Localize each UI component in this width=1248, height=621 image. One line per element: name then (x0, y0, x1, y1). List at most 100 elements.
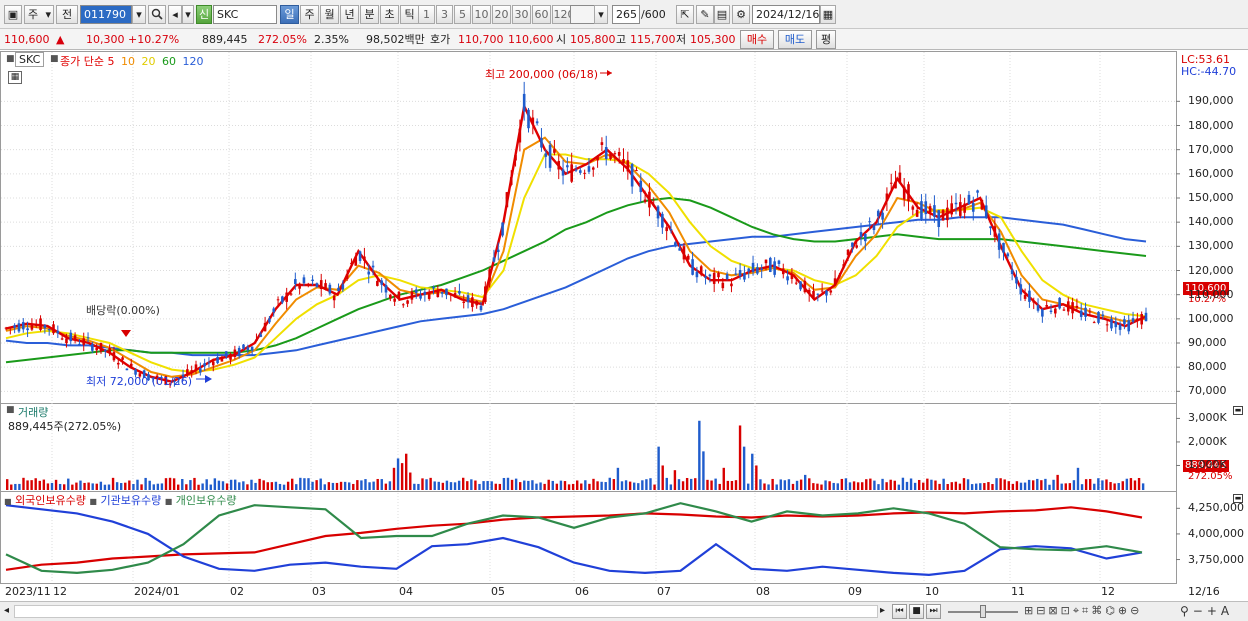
candle-body (1023, 294, 1027, 299)
candle-body (881, 212, 884, 220)
candle-body (954, 202, 958, 205)
candle-body (540, 138, 543, 148)
holding-close-icon[interactable]: ▬ (1233, 494, 1243, 503)
candle-body (669, 229, 673, 231)
period-tab-2[interactable]: 월 (320, 5, 339, 24)
save-icon[interactable]: ▤ (714, 5, 730, 24)
gear-icon[interactable]: ⚙ (732, 5, 750, 24)
volume-bar (885, 482, 888, 490)
zoom-controls-icons[interactable]: ⚲−+A (1180, 604, 1234, 618)
candle-body (807, 289, 811, 294)
volume-bar (42, 479, 46, 490)
period-dropdown[interactable]: 주 ▾ (24, 5, 54, 24)
interval-button-20[interactable]: 20 (492, 5, 511, 24)
chart-svg[interactable] (0, 51, 1248, 601)
volume-bar (99, 481, 103, 490)
candle-body (902, 186, 906, 200)
interval-button-1[interactable]: 1 (418, 5, 435, 24)
volume-bar (665, 477, 668, 490)
volume-close-icon[interactable]: ▬ (1233, 406, 1243, 415)
price-tick-label: 160,000 (1188, 166, 1234, 180)
volume-bar (1133, 480, 1137, 490)
candle-body (177, 378, 181, 380)
volume-bar (824, 480, 827, 490)
candle-body (142, 370, 146, 378)
candle-body (26, 328, 29, 331)
volume-bar (339, 481, 343, 490)
period-tab-1[interactable]: 주 (300, 5, 319, 24)
candle-body (1054, 308, 1057, 314)
candle-body (712, 272, 716, 284)
volume-bar (54, 479, 58, 490)
period-tab-0[interactable]: 일 (280, 5, 299, 24)
stock-name-field[interactable]: SKC (213, 5, 277, 24)
ma-legend[interactable]: 종가 단순 5 10 20 60 120 (60, 53, 203, 69)
symbol-tag[interactable]: SKC (15, 52, 45, 67)
zoom-icon[interactable]: ⇱ (676, 5, 694, 24)
interval-button-60[interactable]: 60 (532, 5, 551, 24)
candle-body (17, 323, 21, 332)
candle-body (898, 172, 902, 184)
window-menu-icon[interactable]: ▣ (4, 5, 22, 24)
volume-bar (1109, 482, 1112, 490)
candle-body (937, 210, 941, 227)
speaker-icon[interactable]: ◂ (168, 5, 182, 24)
volume-bar (474, 480, 477, 490)
volume-bar (734, 480, 738, 490)
candle-body (138, 373, 142, 377)
holding-legend[interactable]: ■ 외국인보유수량 ■ 기관보유수량 ■ 개인보유수량 (4, 492, 237, 508)
interval-button-30[interactable]: 30 (512, 5, 531, 24)
volume-tag: 889,445 (1183, 460, 1229, 472)
new-button[interactable]: 신 (196, 5, 212, 24)
volume-title[interactable]: 거래량 (18, 406, 49, 419)
code-dropdown-icon[interactable]: ▾ (132, 5, 146, 24)
hc-label: HC:-44.70 (1181, 65, 1237, 78)
eval-button[interactable]: 평 (816, 30, 836, 49)
interval-button-5[interactable]: 5 (454, 5, 471, 24)
scroll-right-icon[interactable]: ▸ (880, 605, 886, 616)
search-icon[interactable] (148, 5, 166, 24)
candle-body (56, 330, 60, 334)
prev-button[interactable]: 전 (56, 5, 78, 24)
volume-bar (946, 484, 949, 490)
horizontal-scrollbar[interactable] (14, 605, 878, 618)
drawing-tools-icons[interactable]: ⊞⊟⊠⊡⌖⌗⌘⌬⊕⊖ (1024, 604, 1143, 617)
buy-button[interactable]: 매수 (740, 30, 774, 49)
period-tab-4[interactable]: 분 (360, 5, 379, 24)
period-tab-6[interactable]: 틱 (400, 5, 419, 24)
chart-tool-icon[interactable]: ✎ (696, 5, 714, 24)
date-input[interactable]: 2024/12/16 (752, 5, 820, 24)
table-view-icon[interactable]: ▦ (8, 71, 22, 84)
last-page-icon[interactable]: ⏭ (926, 604, 941, 619)
zoom-slider-thumb[interactable] (980, 605, 986, 618)
bar-count-input[interactable]: 265 (612, 5, 640, 24)
candle-body (125, 368, 129, 371)
volume-bar (291, 478, 294, 490)
candle-body (462, 301, 466, 304)
stop-icon[interactable]: ■ (909, 604, 924, 619)
ma-line (5, 196, 1147, 364)
interval-button-3[interactable]: 3 (436, 5, 453, 24)
volume-bar (751, 453, 754, 490)
volume-bar (620, 481, 624, 490)
chart-area[interactable]: ■ SKC ■ 종가 단순 5 10 20 60 120 ▦ LC:53.61 … (0, 51, 1248, 601)
volume-bar (551, 480, 554, 490)
candle-body (259, 334, 263, 337)
interval-button-10[interactable]: 10 (472, 5, 491, 24)
price-tick-label: 90,000 (1188, 336, 1227, 349)
candle-body (842, 264, 846, 268)
period-tab-3[interactable]: 년 (340, 5, 359, 24)
volume-bar (250, 479, 253, 490)
stock-code-input[interactable]: 011790 (80, 5, 132, 24)
speaker-dropdown-icon[interactable]: ▾ (182, 5, 194, 24)
period-tab-5[interactable]: 초 (380, 5, 399, 24)
volume-bar (311, 481, 314, 490)
candle-body (1041, 309, 1044, 317)
sell-button[interactable]: 매도 (778, 30, 812, 49)
calendar-icon[interactable]: ▦ (820, 5, 836, 24)
scroll-left-icon[interactable]: ◂ (4, 605, 10, 616)
interval-dropdown-icon[interactable]: ▾ (594, 5, 608, 24)
volume-bar (270, 482, 274, 490)
first-page-icon[interactable]: ⏮ (892, 604, 907, 619)
x-tick-label: 11 (1011, 585, 1025, 598)
